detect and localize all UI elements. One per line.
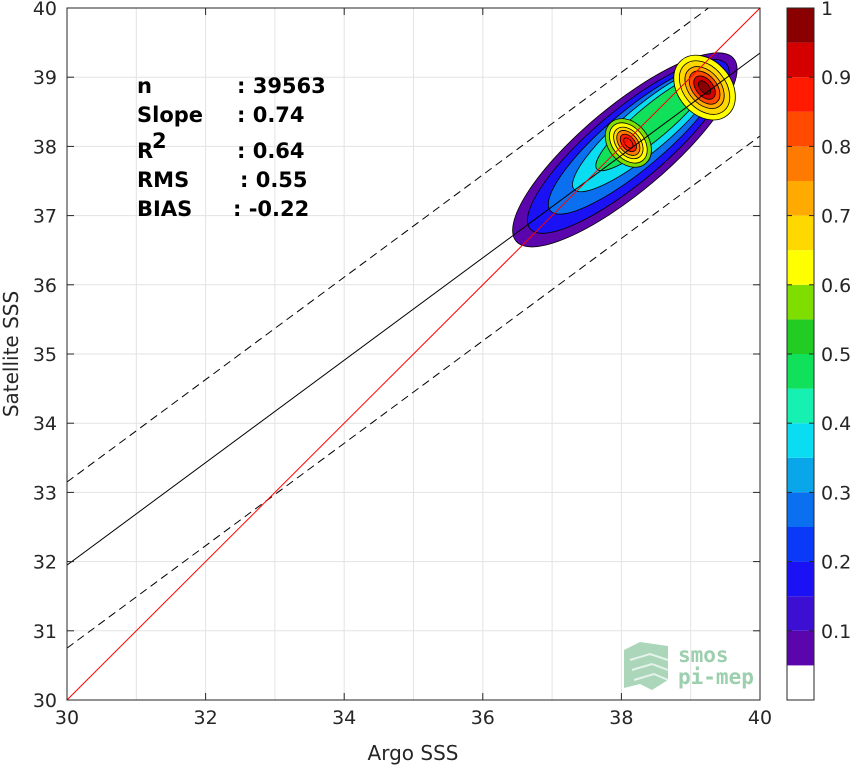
logo-waves-icon-layer <box>629 652 669 681</box>
stat-label: RMS <box>137 168 189 192</box>
colorbar-segment <box>787 354 814 389</box>
colorbar: 0.1 0.2 0.3 0.4 0.5 0.6 0.7 0.8 0.9 1 <box>786 0 851 701</box>
y-tick-label: 37 <box>33 206 57 228</box>
colorbar-tick-label: 0.3 <box>821 482 851 504</box>
colorbar-segment <box>787 527 814 562</box>
y-tick-label: 39 <box>33 67 57 89</box>
y-tick-label: 30 <box>33 690 57 712</box>
identity-line <box>67 8 760 700</box>
stat-label: Slope <box>137 103 203 127</box>
y-tick-label: 35 <box>33 344 57 366</box>
colorbar-segment <box>787 215 814 251</box>
y-axis-title: Satellite SSS <box>0 291 23 417</box>
x-axis-title: Argo SSS <box>368 741 459 765</box>
x-tick-label: 40 <box>748 707 772 729</box>
colorbar-segment <box>787 284 814 320</box>
colorbar-segment <box>787 111 814 147</box>
x-axis-ticks: 30 32 34 36 38 40 <box>55 8 772 729</box>
colorbar-segment <box>787 596 814 631</box>
colorbar-tick-label: 0.1 <box>821 621 851 643</box>
colorbar-tick-label: 0.7 <box>821 206 851 228</box>
stat-value: : -0.22 <box>233 197 309 221</box>
stat-label: BIAS <box>137 197 192 221</box>
colorbar-tick-label: 0.4 <box>821 413 851 435</box>
colorbar-tick-label: 1 <box>821 0 833 20</box>
colorbar-tick-label: 0.6 <box>821 275 851 297</box>
colorbar-segment <box>787 146 814 181</box>
x-tick-label: 30 <box>55 707 79 729</box>
colorbar-segment <box>787 630 814 666</box>
reference-lines <box>67 8 760 700</box>
y-tick-label: 33 <box>33 482 57 504</box>
colorbar-tick-label: 0.9 <box>821 67 851 89</box>
stat-label: n <box>137 74 152 98</box>
colorbar-segment <box>787 77 814 112</box>
colorbar-tick-label: 0.5 <box>821 344 851 366</box>
y-tick-label: 38 <box>33 136 57 158</box>
upper-bound-line <box>67 8 710 483</box>
colorbar-segment <box>787 492 814 527</box>
colorbar-tick-label: 0.2 <box>821 552 851 574</box>
colorbar-segment <box>787 42 814 78</box>
logo-line2: pi-mep <box>678 665 754 689</box>
stat-value: : 0.64 <box>237 139 305 163</box>
y-tick-label: 40 <box>33 0 57 20</box>
stat-value: : 0.55 <box>240 168 308 192</box>
colorbar-segment <box>787 181 814 216</box>
y-tick-label: 34 <box>33 413 57 435</box>
stat-value: : 0.74 <box>237 103 305 127</box>
smos-pi-mep-logo: smos pi-mep <box>624 642 754 690</box>
stat-label-superscript: 2 <box>152 129 167 153</box>
colorbar-segment <box>787 319 814 354</box>
y-tick-label: 31 <box>33 621 57 643</box>
logo-line1: smos <box>678 643 729 667</box>
stat-label: R <box>137 139 153 163</box>
y-axis-ticks: 30 31 32 33 34 35 36 37 38 39 40 <box>33 0 760 712</box>
y-tick-label: 32 <box>33 552 57 574</box>
lower-bound-line <box>67 135 760 649</box>
stat-value: : 39563 <box>237 74 326 98</box>
regression-line <box>67 52 760 566</box>
density-peak-contour <box>697 80 712 95</box>
statistics-box: n : 39563 Slope : 0.74 R2 : 0.64 RMS : 0.55 BIAS… <box>137 74 326 221</box>
colorbar-segment <box>787 250 814 285</box>
x-tick-label: 34 <box>332 707 356 729</box>
colorbar-segment <box>787 388 814 424</box>
y-tick-label: 36 <box>33 275 57 297</box>
colorbar-segment <box>787 457 814 493</box>
colorbar-tick-label: 0.8 <box>821 136 851 158</box>
colorbar-segment <box>787 561 814 597</box>
colorbar-segment <box>787 8 814 43</box>
colorbar-segment <box>787 665 814 700</box>
x-tick-label: 32 <box>194 707 218 729</box>
x-tick-label: 38 <box>609 707 633 729</box>
x-tick-label: 36 <box>471 707 495 729</box>
colorbar-segment <box>787 423 814 458</box>
density-contours <box>512 52 738 248</box>
